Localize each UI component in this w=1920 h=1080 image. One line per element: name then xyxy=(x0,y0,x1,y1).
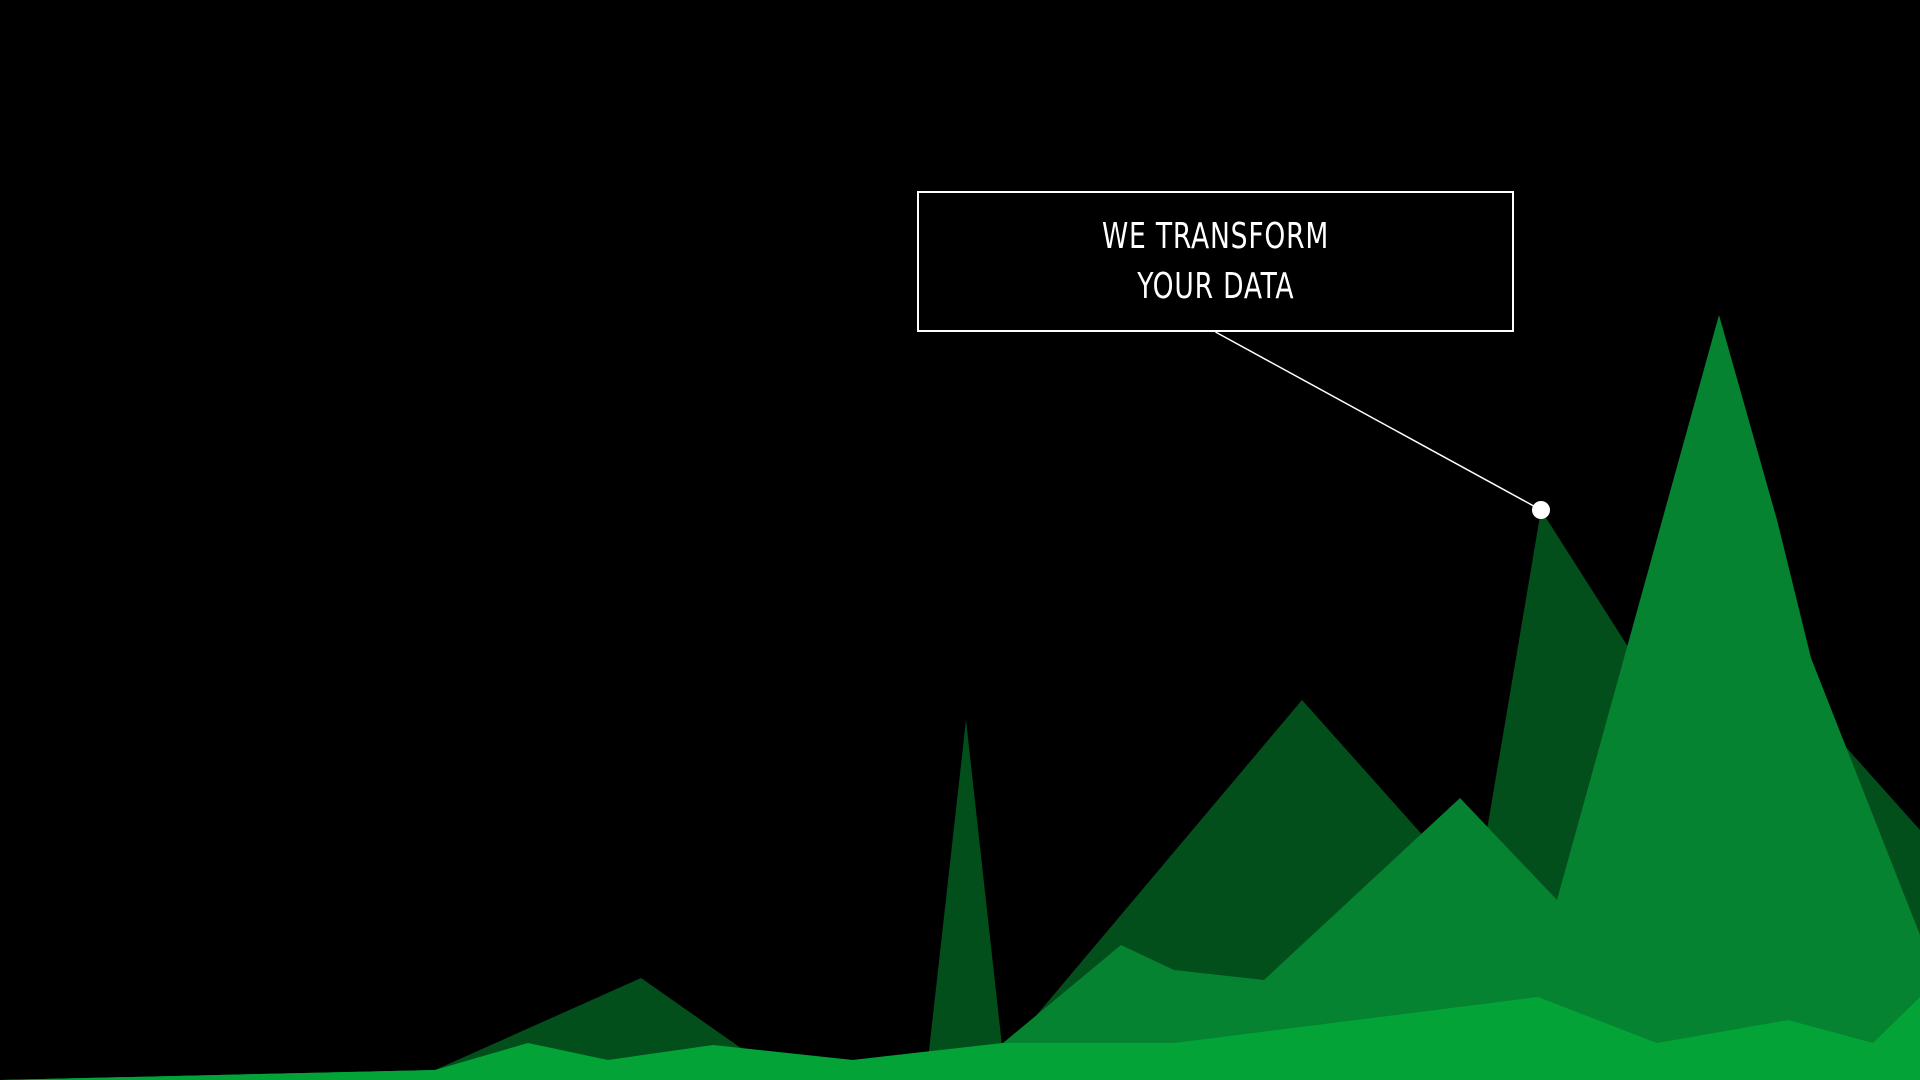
callout-line-2: YOUR DATA xyxy=(1136,265,1295,307)
callout-line-1: WE TRANSFORM xyxy=(1101,215,1330,257)
callout-box: WE TRANSFORM YOUR DATA xyxy=(917,191,1514,332)
callout-leader-line xyxy=(1215,331,1542,511)
area-series-3 xyxy=(0,997,1920,1080)
highlight-point-marker xyxy=(1532,501,1550,519)
area-series-group xyxy=(0,315,1920,1080)
area-series-2 xyxy=(0,315,1920,1080)
